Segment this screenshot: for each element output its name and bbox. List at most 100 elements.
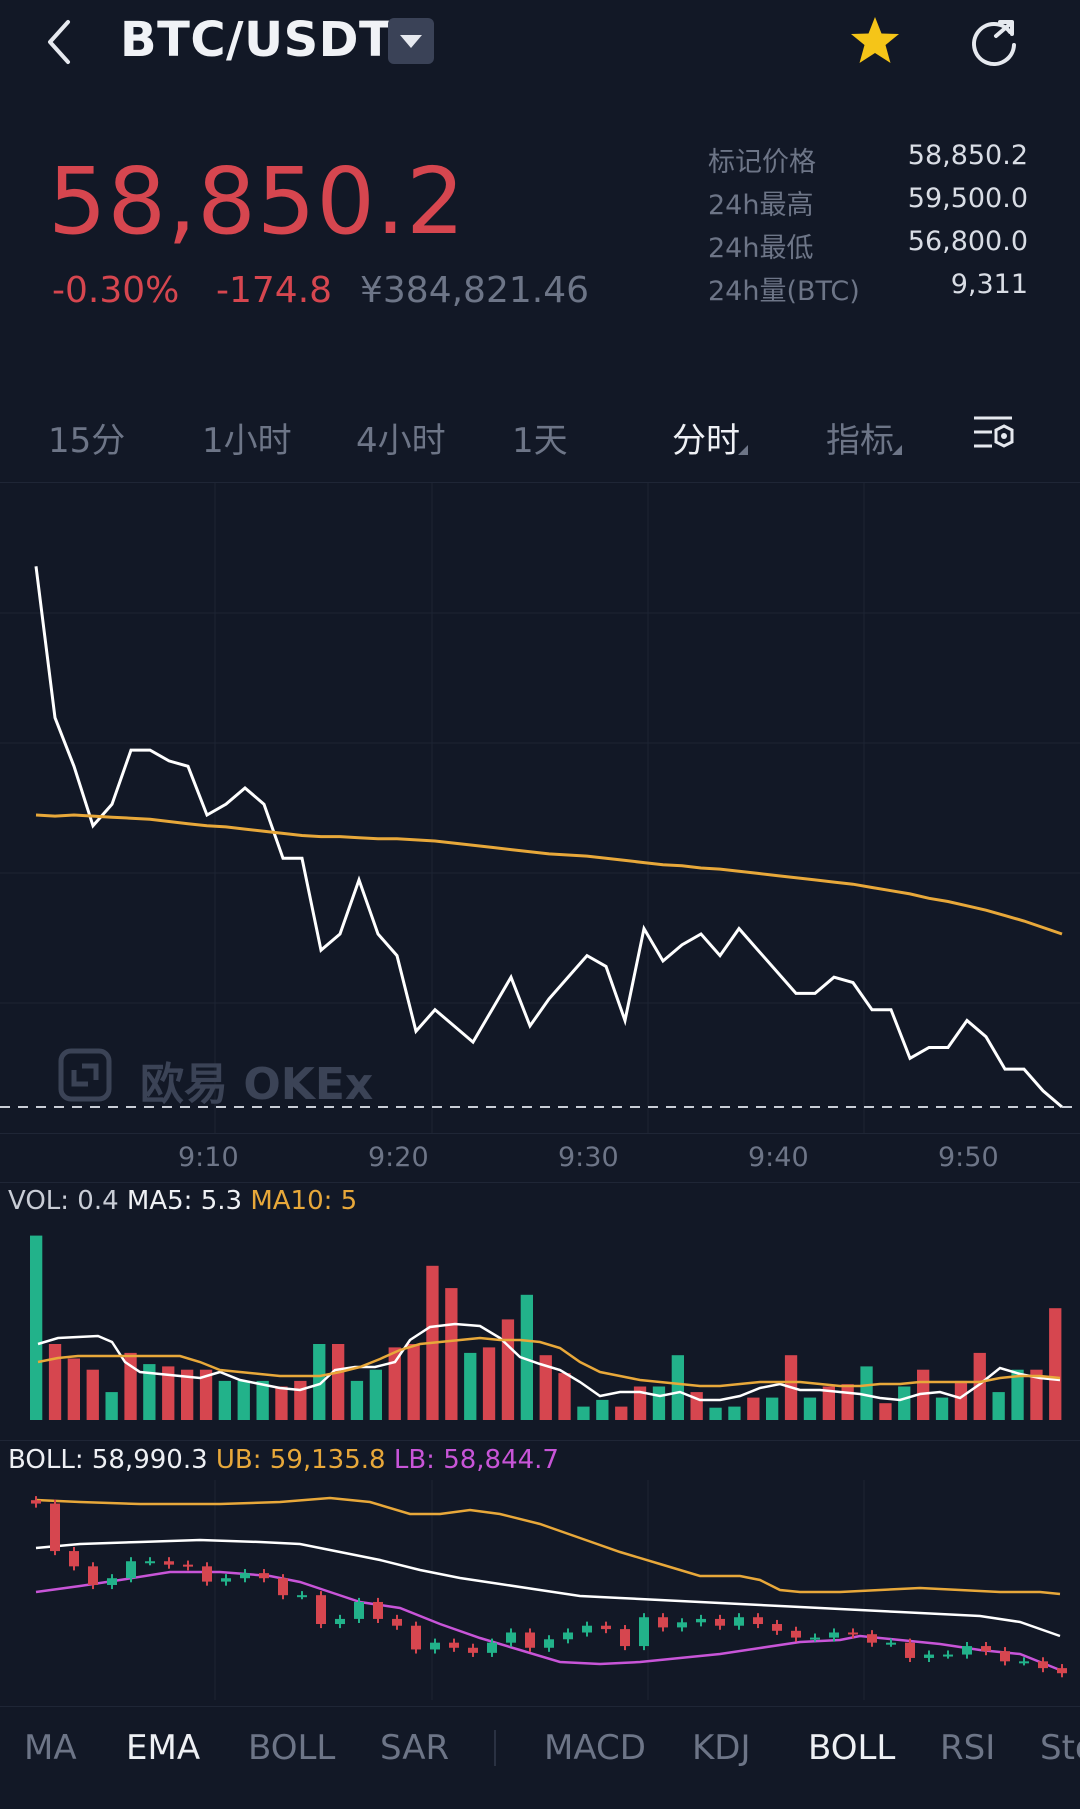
candle-body [430,1642,440,1650]
time-tick: 9:40 [748,1142,809,1173]
volume-bar [841,1384,854,1420]
candle-body [753,1617,763,1625]
candle-body [449,1642,459,1648]
candle-body [962,1646,972,1655]
volume-bar [558,1373,571,1420]
stat-value-high: 59,500.0 [907,183,1028,214]
candle-body [791,1630,801,1638]
dropdown-corner-icon [892,440,902,459]
boll-middle-band [35,1538,1061,1638]
tab-macd[interactable]: MACD [544,1728,646,1768]
star-icon[interactable] [848,14,902,68]
volume-bar [275,1386,288,1420]
candle-body [886,1642,896,1645]
stat-label-mark: 标记价格 [708,147,816,178]
volume-bar [652,1386,666,1420]
back-arrow-icon[interactable] [40,14,80,70]
candle-body [715,1618,725,1626]
tab-boll-main[interactable]: BOLL [248,1728,336,1768]
time-tick: 9:20 [368,1142,429,1173]
tab-rsi[interactable]: RSI [940,1728,996,1768]
candle-body [354,1601,364,1619]
tab-sto[interactable]: Sto [1040,1728,1080,1768]
volume-bar [1011,1369,1024,1420]
boll-ub: UB: 59,135.8 [215,1445,386,1475]
volume-bar [822,1386,835,1420]
volume-bar [577,1406,590,1420]
candle-body [221,1578,231,1582]
tab-ema[interactable]: EMA [126,1728,201,1768]
volume-bar [747,1397,760,1420]
tab-sar[interactable]: SAR [380,1728,450,1768]
boll-header: BOLL: 58,990.3 UB: 59,135.8 LB: 58,844.7 [8,1445,559,1475]
volume-bar [615,1406,628,1420]
volume-bar [294,1380,307,1420]
volume-bar [181,1369,194,1420]
candle-body [696,1618,706,1623]
candle-body [582,1625,592,1633]
candle-body [31,1500,41,1504]
tab-indicators[interactable]: 指标 [826,421,894,461]
share-icon[interactable] [966,12,1024,70]
candle-body [981,1646,991,1652]
volume-bar [464,1352,477,1420]
volume-bar [501,1319,515,1420]
candle-body [278,1578,288,1596]
candle-body [525,1632,535,1648]
volume-bar [350,1380,364,1420]
price-chart[interactable] [0,483,1080,1133]
tab-1d[interactable]: 1天 [512,421,568,461]
candle-body [639,1617,649,1647]
price-line [34,566,1063,1109]
volume-chart[interactable] [0,1222,1080,1422]
volume-bar [633,1386,647,1420]
tab-15m[interactable]: 15分 [48,421,126,461]
moving-average-line [35,813,1063,936]
candle-body [924,1654,934,1658]
candle-body [1057,1668,1067,1674]
candle-body [905,1642,915,1658]
vol-ma10-line [37,1336,1061,1388]
stat-label-high: 24h最高 [708,190,814,221]
divider [0,1133,1080,1134]
tab-4h[interactable]: 4小时 [356,421,446,461]
stat-label-low: 24h最低 [708,233,814,264]
candle-body [848,1632,858,1635]
cny-price: ¥384,821.46 [360,270,590,311]
stat-value-mark: 58,850.2 [907,140,1028,171]
candle-body [563,1632,573,1640]
candle-body [335,1618,345,1625]
volume-bar [369,1369,382,1420]
boll-chart[interactable] [0,1480,1080,1700]
volume-bar [879,1403,892,1420]
candle-body [297,1595,307,1598]
candle-body [601,1625,611,1630]
tab-ma[interactable]: MA [24,1728,77,1768]
volume-bar [954,1380,968,1420]
dropdown-caret-icon[interactable] [388,18,434,64]
tab-time-sharing[interactable]: 分时 [672,421,740,461]
watermark-text: 欧易 OKEx [140,1059,374,1110]
volume-bar [237,1380,250,1420]
chart-settings-icon[interactable] [970,410,1018,458]
pair-title[interactable]: BTC/USDT [120,12,393,68]
volume-bar [388,1347,401,1420]
volume-bar [803,1397,817,1420]
tab-kdj[interactable]: KDJ [692,1728,751,1768]
tab-separator [494,1730,496,1766]
last-price: 58,850.2 [48,148,466,255]
candle-body [810,1637,820,1640]
dropdown-corner-icon [738,440,748,459]
volume-bar [973,1352,986,1420]
tab-boll-sub[interactable]: BOLL [808,1728,896,1768]
candle-body [544,1639,554,1648]
tab-1h[interactable]: 1小时 [202,421,292,461]
divider [0,482,1080,483]
candle-body [468,1647,478,1653]
volume-bar [332,1344,345,1420]
volume-bar [539,1355,552,1420]
volume-bar [48,1344,62,1420]
volume-bar [709,1407,722,1420]
change-percent: -0.30% [52,270,180,311]
volume-bar [313,1344,326,1420]
